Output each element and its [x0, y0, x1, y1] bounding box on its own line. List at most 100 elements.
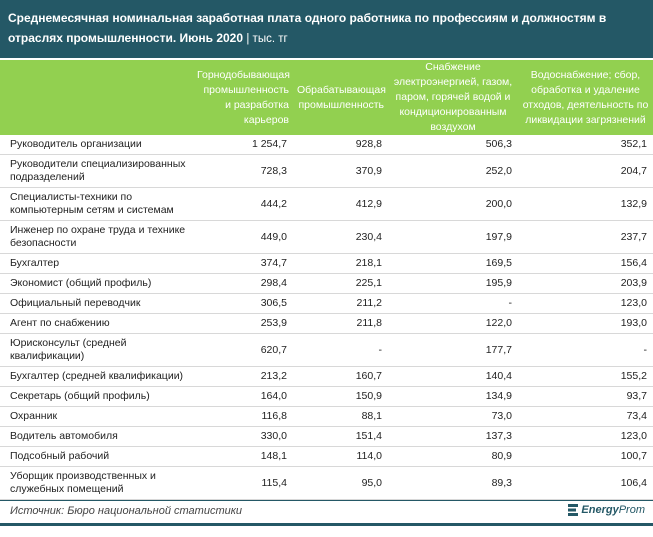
- table-row: Охранник 116,8 88,1 73,0 73,4: [0, 406, 653, 427]
- value-cell: 160,7: [293, 366, 388, 387]
- value-cell: 412,9: [293, 187, 388, 221]
- unit: | тыс. тг: [246, 33, 288, 45]
- value-cell: 93,7: [518, 386, 653, 407]
- value-cell: 156,4: [518, 253, 653, 274]
- salary-table: Горнодобывающая промышленность и разрабо…: [0, 60, 653, 500]
- title-bar: Среднемесячная номинальная заработная пл…: [0, 0, 653, 58]
- row-label: Юрисконсульт (средней квалификации): [0, 333, 193, 367]
- value-cell: 197,9: [388, 220, 518, 254]
- title: Среднемесячная номинальная заработная пл…: [8, 11, 607, 45]
- row-label: Инженер по охране труда и технике безопа…: [0, 220, 193, 254]
- table-row: Уборщик производственных и служебных пом…: [0, 466, 653, 500]
- table-row: Водитель автомобиля 330,0 151,4 137,3 123,0: [0, 426, 653, 447]
- value-cell: 80,9: [388, 446, 518, 467]
- header-energy: Снабжение электроэнергией, газом, паром,…: [388, 60, 518, 135]
- header-manufacturing: Обрабатывающая промышленность: [293, 60, 388, 135]
- value-cell: 204,7: [518, 154, 653, 188]
- value-cell: -: [388, 293, 518, 314]
- value-cell: 506,3: [388, 135, 518, 155]
- row-label: Секретарь (общий профиль): [0, 386, 193, 407]
- value-cell: 444,2: [193, 187, 293, 221]
- value-cell: 237,7: [518, 220, 653, 254]
- value-cell: 122,0: [388, 313, 518, 334]
- value-cell: 137,3: [388, 426, 518, 447]
- row-label: Руководители специализированных подразде…: [0, 154, 193, 188]
- row-label: Специалисты-техники по компьютерным сетя…: [0, 187, 193, 221]
- value-cell: 1 254,7: [193, 135, 293, 155]
- value-cell: 374,7: [193, 253, 293, 274]
- value-cell: 95,0: [293, 466, 388, 500]
- value-cell: 140,4: [388, 366, 518, 387]
- value-cell: 306,5: [193, 293, 293, 314]
- value-cell: -: [293, 333, 388, 367]
- value-cell: 195,9: [388, 273, 518, 294]
- value-cell: 89,3: [388, 466, 518, 500]
- energyprom-logo: EnergyProm: [568, 504, 645, 516]
- table-row: Экономист (общий профиль) 298,4 225,1 195,9…: [0, 273, 653, 294]
- value-cell: 728,3: [193, 154, 293, 188]
- row-label: Руководитель организации: [0, 135, 193, 155]
- table-row: Специалисты-техники по компьютерным сетя…: [0, 187, 653, 221]
- value-cell: 100,7: [518, 446, 653, 467]
- value-cell: 148,1: [193, 446, 293, 467]
- table-row: Подсобный рабочий 148,1 114,0 80,9 100,7: [0, 446, 653, 467]
- value-cell: 134,9: [388, 386, 518, 407]
- row-label: Водитель автомобиля: [0, 426, 193, 447]
- header-row: Горнодобывающая промышленность и разрабо…: [0, 60, 653, 135]
- table-row: Бухгалтер 374,7 218,1 169,5 156,4: [0, 253, 653, 274]
- value-cell: 211,8: [293, 313, 388, 334]
- table-row: Бухгалтер (средней квалификации) 213,2 160…: [0, 366, 653, 387]
- value-cell: 164,0: [193, 386, 293, 407]
- header-label: [0, 60, 193, 135]
- value-cell: 193,0: [518, 313, 653, 334]
- table-row: Секретарь (общий профиль) 164,0 150,9 134,9…: [0, 386, 653, 407]
- value-cell: 370,9: [293, 154, 388, 188]
- footer: Источник: Бюро национальной статистики E…: [0, 500, 653, 526]
- value-cell: 200,0: [388, 187, 518, 221]
- row-label: Охранник: [0, 406, 193, 427]
- value-cell: 115,4: [193, 466, 293, 500]
- value-cell: 123,0: [518, 426, 653, 447]
- value-cell: 203,9: [518, 273, 653, 294]
- value-cell: 225,1: [293, 273, 388, 294]
- row-label: Уборщик производственных и служебных пом…: [0, 466, 193, 500]
- table-row: Официальный переводчик 306,5 211,2-123,0: [0, 293, 653, 314]
- row-label: Агент по снабжению: [0, 313, 193, 334]
- value-cell: 151,4: [293, 426, 388, 447]
- table-row: Руководитель организации 1 254,7 928,8 506,…: [0, 135, 653, 155]
- table-row: Агент по снабжению 253,9 211,8 122,0 193,0: [0, 313, 653, 334]
- value-cell: 211,2: [293, 293, 388, 314]
- value-cell: 106,4: [518, 466, 653, 500]
- header-mining: Горнодобывающая промышленность и разрабо…: [193, 60, 293, 135]
- table-row: Инженер по охране труда и технике безопа…: [0, 220, 653, 254]
- row-label: Бухгалтер: [0, 253, 193, 274]
- value-cell: 352,1: [518, 135, 653, 155]
- value-cell: -: [518, 333, 653, 367]
- row-label: Экономист (общий профиль): [0, 273, 193, 294]
- value-cell: 150,9: [293, 386, 388, 407]
- table-row: Юрисконсульт (средней квалификации) 620,7…: [0, 333, 653, 367]
- value-cell: 177,7: [388, 333, 518, 367]
- value-cell: 132,9: [518, 187, 653, 221]
- table-row: Руководители специализированных подразде…: [0, 154, 653, 188]
- value-cell: 116,8: [193, 406, 293, 427]
- row-label: Официальный переводчик: [0, 293, 193, 314]
- value-cell: 449,0: [193, 220, 293, 254]
- value-cell: 253,9: [193, 313, 293, 334]
- value-cell: 73,0: [388, 406, 518, 427]
- value-cell: 230,4: [293, 220, 388, 254]
- value-cell: 620,7: [193, 333, 293, 367]
- row-label: Бухгалтер (средней квалификации): [0, 366, 193, 387]
- infographic: Среднемесячная номинальная заработная пл…: [0, 0, 653, 526]
- row-label: Подсобный рабочий: [0, 446, 193, 467]
- value-cell: 928,8: [293, 135, 388, 155]
- value-cell: 73,4: [518, 406, 653, 427]
- value-cell: 213,2: [193, 366, 293, 387]
- value-cell: 169,5: [388, 253, 518, 274]
- value-cell: 252,0: [388, 154, 518, 188]
- value-cell: 218,1: [293, 253, 388, 274]
- value-cell: 330,0: [193, 426, 293, 447]
- value-cell: 114,0: [293, 446, 388, 467]
- value-cell: 155,2: [518, 366, 653, 387]
- value-cell: 123,0: [518, 293, 653, 314]
